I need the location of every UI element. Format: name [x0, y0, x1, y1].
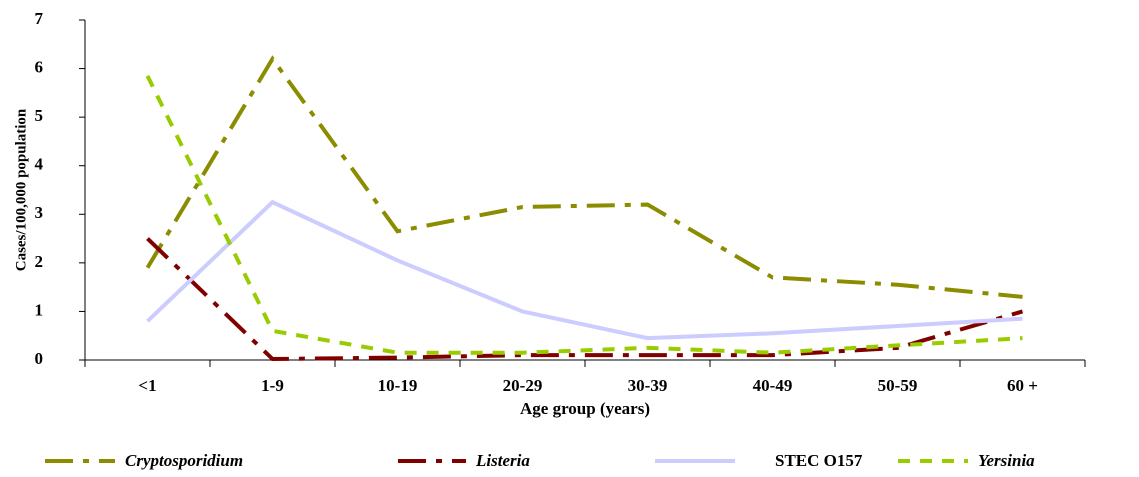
x-axis-label: Age group (years)	[520, 399, 650, 418]
y-tick-label: 0	[35, 349, 44, 368]
y-axis-label: Cases/100,000 population	[13, 108, 29, 271]
x-tick-label: 60 +	[1007, 376, 1038, 395]
x-tick-label: <1	[138, 376, 156, 395]
series-line	[146, 199, 1023, 341]
x-tick-label: 50-59	[878, 376, 918, 395]
series-line	[145, 55, 1023, 299]
x-tick-label: 1-9	[261, 376, 284, 395]
legend-label: Cryptosporidium	[125, 451, 243, 470]
x-tick-label: 20-29	[503, 376, 543, 395]
x-tick-label: 30-39	[628, 376, 668, 395]
x-tick-label: 40-49	[753, 376, 793, 395]
legend-label: Yersinia	[978, 451, 1035, 470]
series-line	[146, 237, 1024, 362]
legend-label: STEC O157	[775, 451, 863, 470]
y-tick-label: 7	[35, 9, 44, 28]
y-tick-label: 2	[35, 252, 44, 271]
y-tick-label: 6	[35, 57, 44, 76]
y-tick-label: 1	[35, 300, 44, 319]
y-tick-label: 5	[35, 106, 44, 125]
x-tick-label: 10-19	[378, 376, 418, 395]
y-tick-label: 3	[35, 203, 44, 222]
legend-label: Listeria	[475, 451, 530, 470]
series-line	[145, 74, 1023, 355]
y-tick-label: 4	[35, 155, 44, 174]
